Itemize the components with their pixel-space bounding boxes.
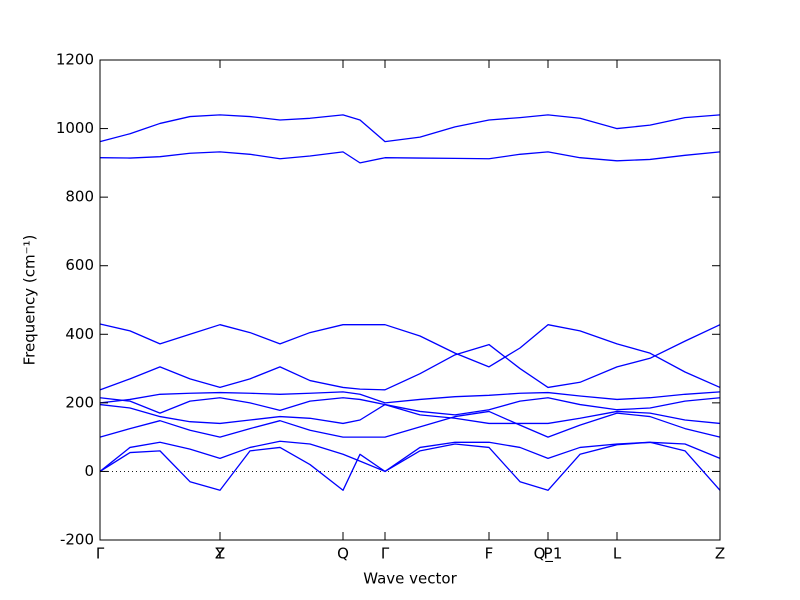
y-tick-label: 800: [65, 188, 94, 206]
band-line: [99, 323, 721, 389]
y-tick-label: 0: [84, 462, 94, 480]
x-tick-label: F: [485, 545, 494, 563]
x-tick-label: Y: [214, 545, 225, 563]
y-tick-label: 1000: [56, 119, 94, 137]
y-tick-label: -200: [60, 531, 94, 549]
x-tick-label: Γ: [96, 545, 105, 563]
x-tick-label: P: [543, 545, 552, 563]
band-line: [99, 151, 721, 164]
y-tick-label: 200: [65, 393, 94, 411]
x-tick-label: Z: [715, 545, 725, 563]
y-tick-label: 600: [65, 256, 94, 274]
x-tick-label: Γ: [381, 545, 390, 563]
x-tick-label: Q_1: [534, 545, 563, 564]
band-line: [99, 391, 721, 404]
y-tick-label: 400: [65, 325, 94, 343]
band-line: [99, 441, 721, 491]
y-tick-label: 1200: [56, 51, 94, 69]
band-line: [99, 410, 721, 438]
band-line: [99, 114, 721, 143]
plot-frame: [99, 59, 721, 541]
x-axis-label: Wave vector: [363, 570, 457, 588]
band-line: [99, 403, 721, 425]
band-line: [99, 324, 721, 391]
x-tick-label: Q: [337, 545, 349, 563]
x-tick-label: Z: [215, 545, 225, 563]
y-axis-label: Frequency (cm⁻¹): [21, 235, 39, 366]
x-tick-label: L: [613, 545, 622, 563]
